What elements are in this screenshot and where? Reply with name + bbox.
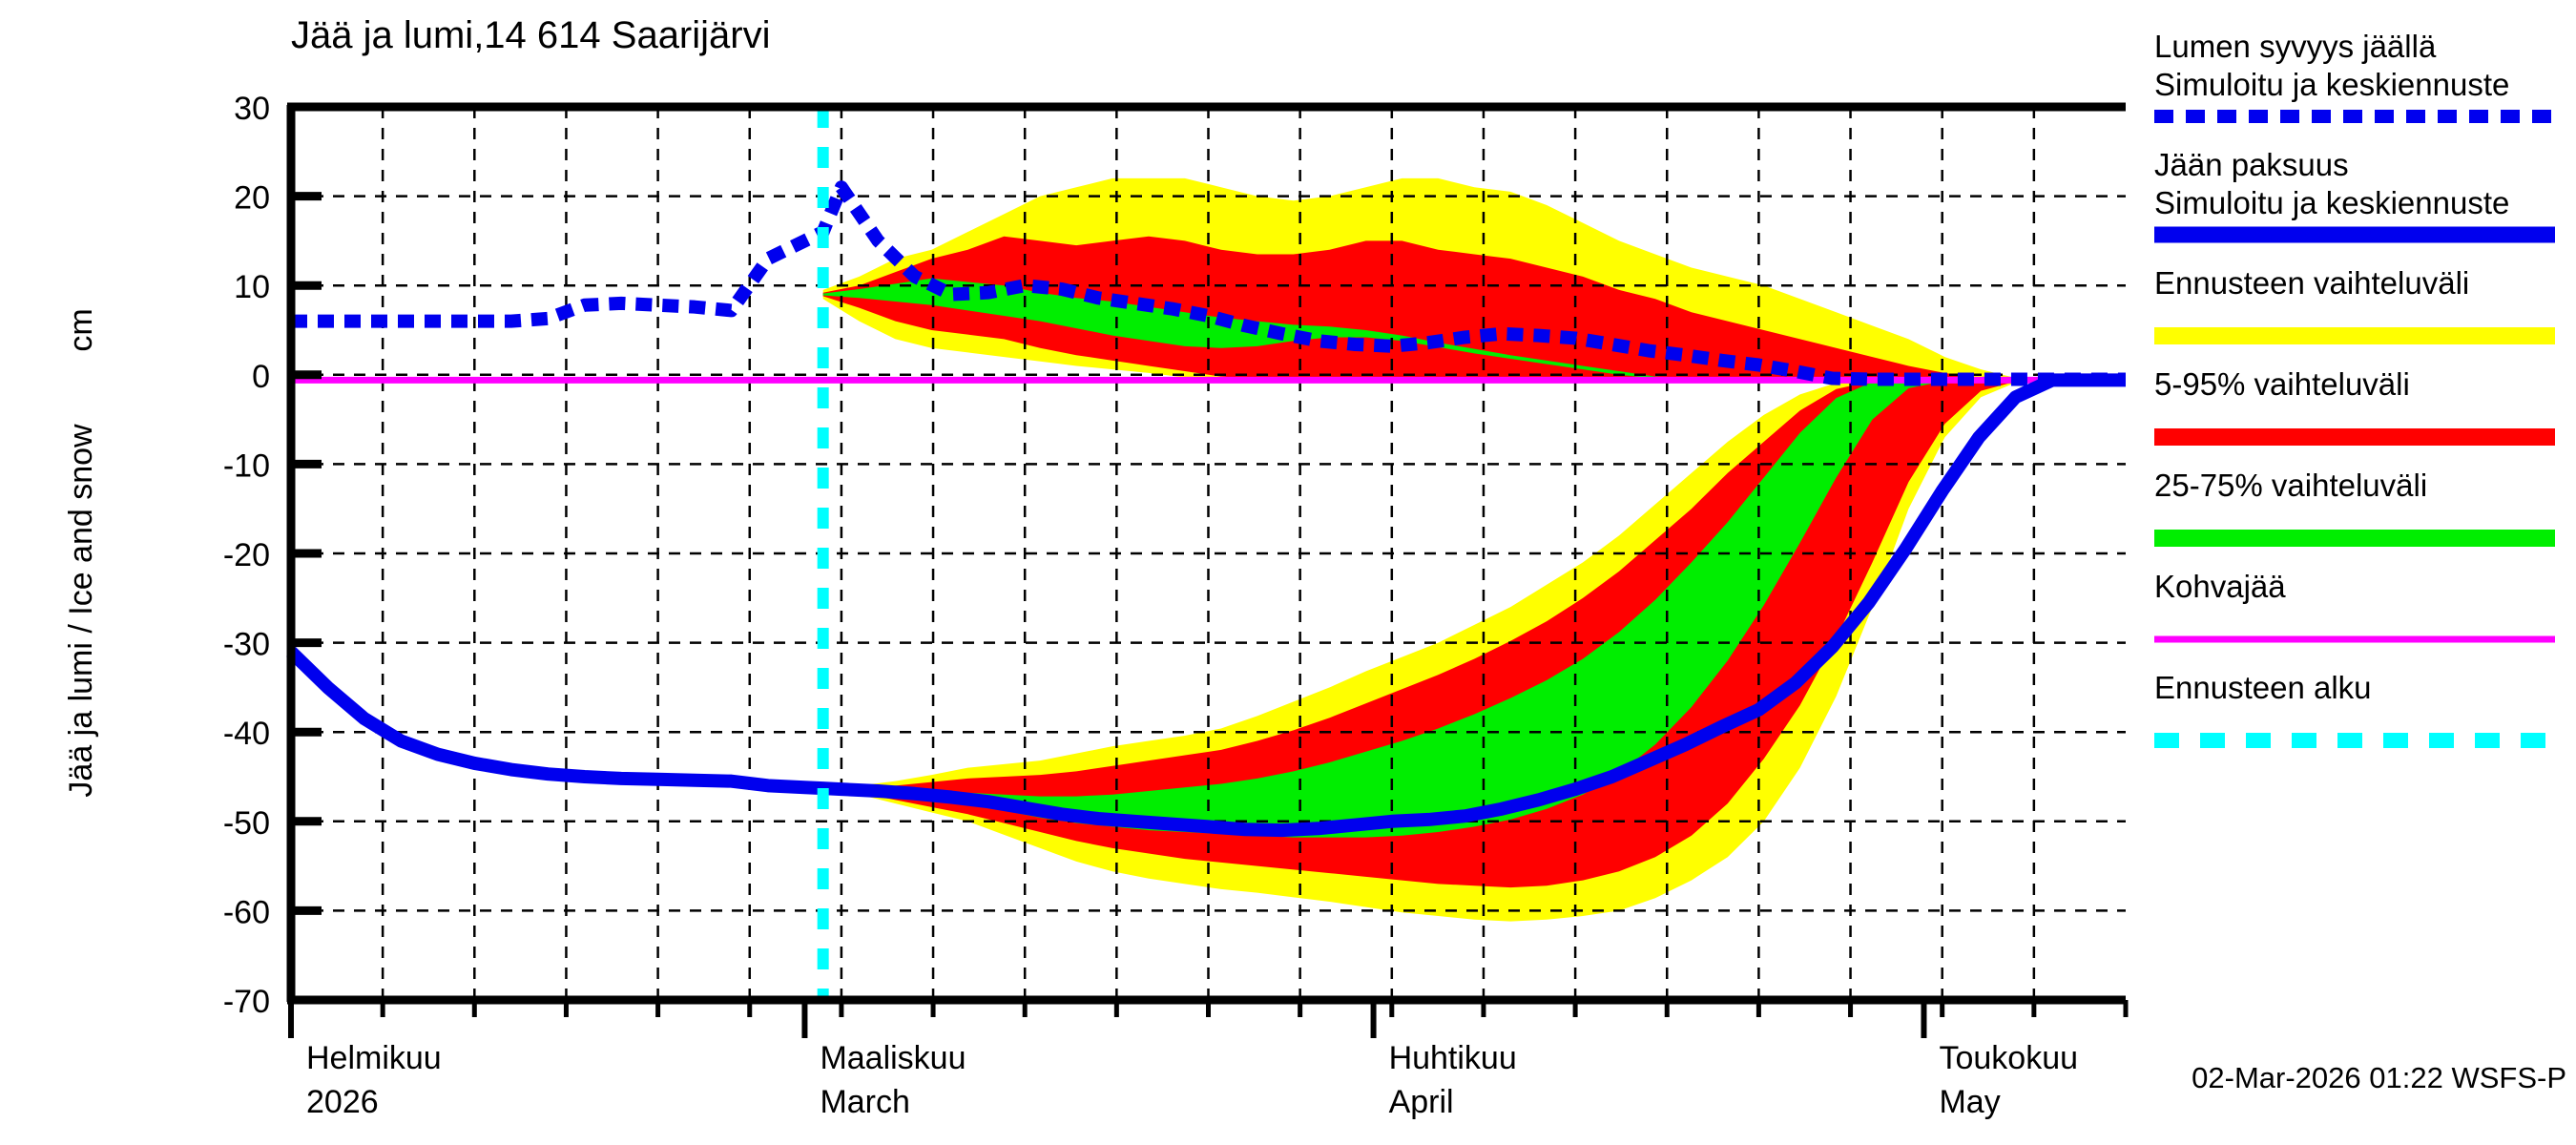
y-axis-title: Jää ja lumi / Ice and snow [63, 424, 99, 798]
y-tick-label: -60 [223, 894, 270, 930]
x-month-label-en: May [1939, 1084, 2000, 1120]
gridlines-layer [291, 105, 2126, 1002]
series-layer [286, 180, 2126, 838]
legend-item-title: Jään paksuus [2154, 147, 2349, 182]
legend-item-title: Ennusteen vaihteluväli [2154, 265, 2469, 301]
y-tick-label: 20 [234, 180, 270, 217]
y-tick-label: -50 [223, 805, 270, 842]
chart-title: Jää ja lumi,14 614 Saarijärvi [291, 14, 770, 56]
legend-swatch-band [2154, 530, 2555, 547]
y-tick-label: -70 [223, 984, 270, 1020]
legend-swatch-band [2154, 428, 2555, 446]
y-tick-label: -20 [223, 537, 270, 573]
x-axis-ticks: Helmikuu 2026 Maaliskuu March Huhtikuu April T… [288, 1000, 2129, 1120]
footer-timestamp: 02-Mar-2026 01:22 WSFS-P [2192, 1061, 2566, 1094]
legend-item-title: Lumen syvyys jäällä [2154, 29, 2437, 64]
legend-item-title: 5-95% vaihteluväli [2154, 366, 2410, 402]
ice-thickness-line [286, 373, 2126, 838]
legend-swatch-band [2154, 327, 2555, 344]
y-axis-ticks: 30 20 10 0 -10 -20 -30 -40 -50 -60 -70 [223, 91, 322, 1020]
y-axis-label: Jää ja lumi / Ice and snow cm [63, 308, 99, 797]
y-tick-label: 0 [252, 359, 270, 395]
legend-item-4: 25-75% vaihteluväli [2154, 468, 2555, 547]
legend-item-title: Ennusteen alku [2154, 670, 2372, 705]
legend-item-5: Kohvajää [2154, 569, 2555, 643]
y-tick-label: -30 [223, 627, 270, 663]
y-tick-label: 10 [234, 269, 270, 305]
y-tick-label: -40 [223, 716, 270, 752]
x-month-label-fi: Helmikuu [306, 1040, 442, 1076]
x-month-label-fi: Huhtikuu [1389, 1040, 1517, 1076]
y-tick-label: 30 [234, 91, 270, 127]
legend-item-title: 25-75% vaihteluväli [2154, 468, 2427, 503]
x-month-label-en: March [820, 1084, 909, 1120]
x-month-label-en: April [1389, 1084, 1454, 1120]
x-month-label-fi: Toukokuu [1939, 1040, 2078, 1076]
legend-item-subtitle: Simuloitu ja keskiennuste [2154, 67, 2509, 102]
uncertainty-bands-layer [822, 177, 2127, 922]
snow-red-band [822, 236, 2127, 380]
y-axis-unit: cm [63, 308, 99, 351]
legend-item-6: Ennusteen alku [2154, 670, 2555, 748]
ice-green-band [822, 380, 2127, 838]
snow-depth-line [291, 180, 2126, 386]
x-month-label-fi: Maaliskuu [820, 1040, 966, 1076]
x-month-label-en: 2026 [306, 1084, 379, 1120]
y-tick-label: -10 [223, 448, 270, 484]
legend-item-title: Kohvajää [2154, 569, 2286, 604]
legend-item-2: Ennusteen vaihteluväli [2154, 265, 2555, 344]
legend-item-3: 5-95% vaihteluväli [2154, 366, 2555, 446]
legend-item-subtitle: Simuloitu ja keskiennuste [2154, 185, 2509, 220]
